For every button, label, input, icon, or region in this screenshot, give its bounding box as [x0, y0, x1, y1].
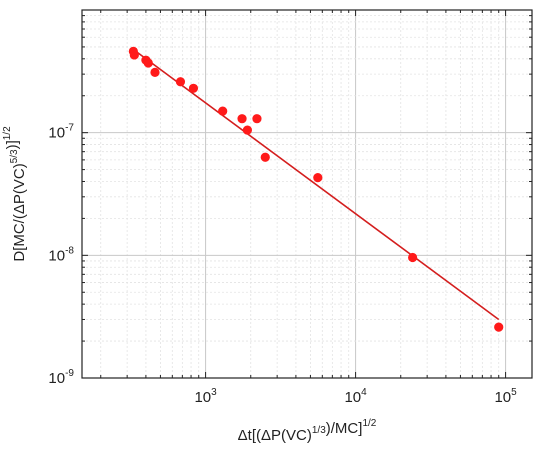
fit-line-layer: [130, 47, 500, 321]
data-point: [188, 83, 199, 93]
data-point: [494, 322, 504, 332]
y-axis-ticks: 10-9 10-8 10-7: [48, 9, 532, 387]
x-tick-label: 105: [494, 387, 517, 406]
data-point: [237, 114, 247, 124]
x-axis-ticks: 103 104 105: [100, 10, 517, 406]
plot-frame: [81, 9, 533, 379]
data-point: [242, 125, 252, 135]
y-tick-label: 10-9: [48, 368, 74, 387]
data-point: [252, 114, 262, 124]
x-axis-label: Δt[(ΔP(VC)1/3)/MC]1/2: [238, 418, 377, 444]
data-point: [175, 77, 186, 87]
data-points: [128, 46, 504, 332]
x-tick-label: 103: [194, 387, 217, 406]
data-point: [143, 58, 153, 68]
plot-area: [81, 9, 533, 379]
data-point: [260, 152, 270, 162]
data-point: [150, 67, 160, 77]
y-axis-label: D[MC/(ΔP(VC)5/3)]1/2: [2, 126, 28, 262]
data-point: [408, 252, 418, 263]
data-point: [218, 106, 228, 116]
data-point: [129, 50, 139, 60]
y-tick-label: 10-8: [48, 245, 74, 264]
y-tick-label: 10-7: [48, 123, 74, 142]
data-point: [313, 173, 323, 183]
x-tick-label: 104: [344, 387, 367, 406]
fit-line: [130, 47, 500, 321]
